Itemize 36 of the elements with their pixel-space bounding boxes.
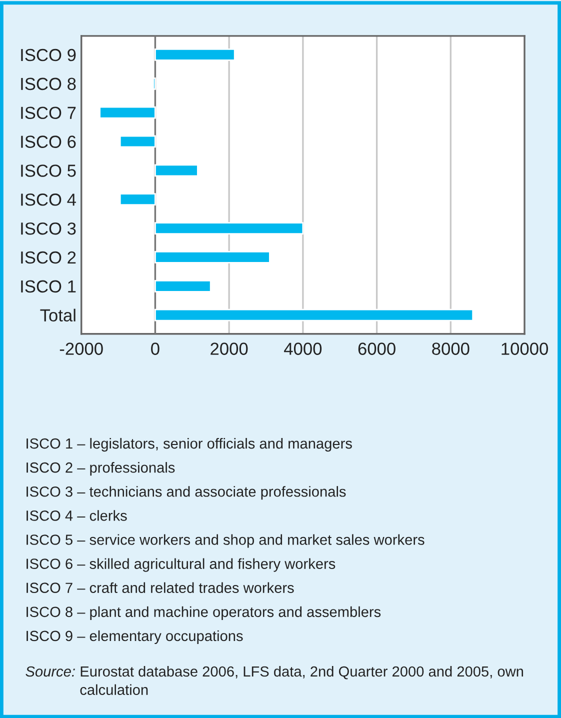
bar [154,48,236,61]
y-tick-label: ISCO 4 [21,194,76,206]
y-tick-label: ISCO 9 [21,48,76,62]
y-tick-label: ISCO 7 [21,106,76,120]
text: ISCO 1 – legislators, senior officials and managers [26,438,352,452]
text: ISCO 3 – technicians and associate professionals [26,486,346,500]
text: ISCO 8 – plant and machine operators and assemblers [26,606,381,620]
bar [99,106,156,119]
y-tick-label: Total [40,308,76,322]
bar [119,193,156,206]
x-tick-label: 10000 [502,342,548,355]
y-tick-label: ISCO 2 [21,251,76,264]
text: ISCO 5 – service workers and shop and market sales workers [26,534,424,548]
bar [154,280,212,292]
text: ISCO 2 – professionals [26,462,175,476]
text: ISCO 6 – skilled agricultural and fishery workers [26,558,336,572]
text: ISCO 7 – craft and related trades workers [26,582,294,594]
y-tick-label: ISCO 5 [21,164,76,177]
y-tick-label: ISCO 6 [21,136,76,148]
bar [154,222,304,234]
x-tick-label: 4000 [284,342,322,355]
y-tick-label: ISCO 1 [21,280,76,293]
bar [154,164,198,177]
text: ISCO 4 – clerks [26,510,127,521]
bar [154,251,270,264]
x-tick-label: 0 [151,342,160,355]
x-tick-label: 8000 [432,342,470,355]
source-note: Source: Eurostat database 2006, LFS data, 2nd Quarter 2000 and 2005, own calculation [26,666,524,696]
bar [154,308,474,322]
text: ISCO 9 – elementary occupations [26,630,243,644]
y-tick-label: ISCO 8 [21,78,76,90]
x-tick-label: -2000 [60,342,103,355]
bar [119,135,156,148]
x-tick-label: 6000 [358,342,396,355]
x-tick-label: 2000 [210,342,248,355]
y-tick-label: ISCO 3 [21,222,76,235]
